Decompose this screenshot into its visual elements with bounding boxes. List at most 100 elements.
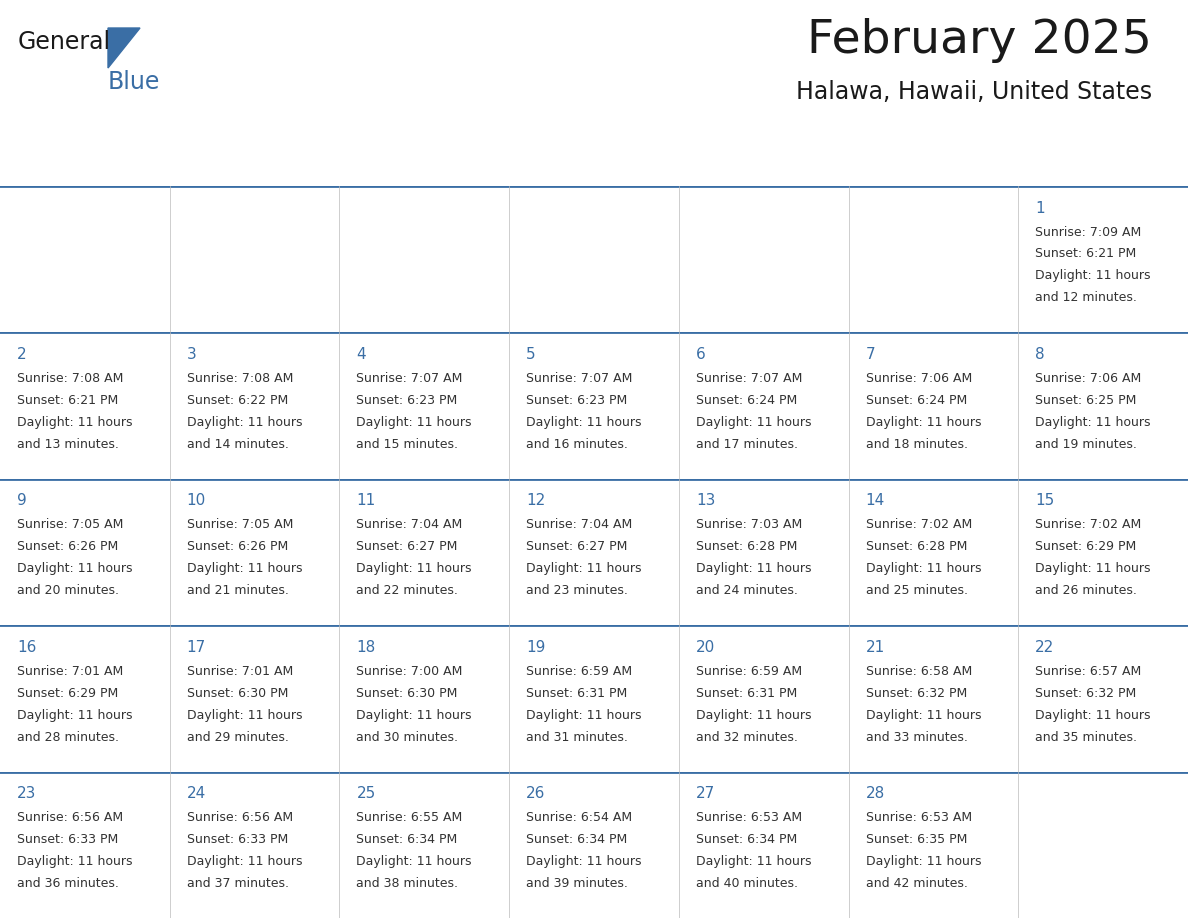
Text: Sunset: 6:34 PM: Sunset: 6:34 PM — [356, 834, 457, 846]
Text: and 42 minutes.: and 42 minutes. — [866, 877, 967, 890]
Text: Sunset: 6:24 PM: Sunset: 6:24 PM — [696, 394, 797, 407]
Text: and 35 minutes.: and 35 minutes. — [1035, 731, 1137, 744]
Text: Sunset: 6:34 PM: Sunset: 6:34 PM — [526, 834, 627, 846]
Text: 12: 12 — [526, 494, 545, 509]
Text: 22: 22 — [1035, 640, 1055, 655]
Text: 5: 5 — [526, 347, 536, 362]
Text: and 18 minutes.: and 18 minutes. — [866, 438, 967, 451]
Text: and 20 minutes.: and 20 minutes. — [17, 584, 119, 598]
Text: Daylight: 11 hours: Daylight: 11 hours — [17, 855, 133, 868]
Text: Sunrise: 7:05 AM: Sunrise: 7:05 AM — [17, 519, 124, 532]
Text: Sunday: Sunday — [20, 157, 89, 175]
Text: Sunrise: 6:58 AM: Sunrise: 6:58 AM — [866, 665, 972, 677]
Text: Sunset: 6:30 PM: Sunset: 6:30 PM — [187, 687, 287, 700]
Text: 19: 19 — [526, 640, 545, 655]
Text: Sunrise: 6:59 AM: Sunrise: 6:59 AM — [696, 665, 802, 677]
Text: 20: 20 — [696, 640, 715, 655]
Text: and 33 minutes.: and 33 minutes. — [866, 731, 967, 744]
Text: and 31 minutes.: and 31 minutes. — [526, 731, 628, 744]
Text: and 19 minutes.: and 19 minutes. — [1035, 438, 1137, 451]
Text: Sunrise: 7:04 AM: Sunrise: 7:04 AM — [356, 519, 462, 532]
Text: Daylight: 11 hours: Daylight: 11 hours — [356, 709, 472, 722]
Text: Monday: Monday — [190, 157, 264, 175]
Text: Sunrise: 7:04 AM: Sunrise: 7:04 AM — [526, 519, 632, 532]
Text: Saturday: Saturday — [1038, 157, 1123, 175]
Text: 6: 6 — [696, 347, 706, 362]
Text: Daylight: 11 hours: Daylight: 11 hours — [866, 562, 981, 576]
Text: Daylight: 11 hours: Daylight: 11 hours — [526, 416, 642, 429]
Text: Sunset: 6:31 PM: Sunset: 6:31 PM — [526, 687, 627, 700]
Text: Sunset: 6:30 PM: Sunset: 6:30 PM — [356, 687, 457, 700]
Text: Daylight: 11 hours: Daylight: 11 hours — [356, 562, 472, 576]
Text: 25: 25 — [356, 786, 375, 801]
Text: 7: 7 — [866, 347, 876, 362]
Text: Daylight: 11 hours: Daylight: 11 hours — [356, 416, 472, 429]
Text: Sunrise: 7:05 AM: Sunrise: 7:05 AM — [187, 519, 293, 532]
Text: Sunrise: 6:53 AM: Sunrise: 6:53 AM — [866, 812, 972, 824]
Text: Daylight: 11 hours: Daylight: 11 hours — [187, 709, 302, 722]
Text: Daylight: 11 hours: Daylight: 11 hours — [1035, 709, 1151, 722]
Text: Daylight: 11 hours: Daylight: 11 hours — [187, 855, 302, 868]
Text: and 25 minutes.: and 25 minutes. — [866, 584, 967, 598]
Text: 11: 11 — [356, 494, 375, 509]
Text: Sunrise: 7:02 AM: Sunrise: 7:02 AM — [866, 519, 972, 532]
Text: Sunset: 6:34 PM: Sunset: 6:34 PM — [696, 834, 797, 846]
Text: Sunset: 6:23 PM: Sunset: 6:23 PM — [526, 394, 627, 407]
Text: and 30 minutes.: and 30 minutes. — [356, 731, 459, 744]
Text: Sunrise: 7:03 AM: Sunrise: 7:03 AM — [696, 519, 802, 532]
Text: Daylight: 11 hours: Daylight: 11 hours — [187, 416, 302, 429]
Text: Sunset: 6:29 PM: Sunset: 6:29 PM — [1035, 541, 1137, 554]
Text: Wednesday: Wednesday — [530, 157, 637, 175]
Text: 16: 16 — [17, 640, 37, 655]
Text: Sunset: 6:33 PM: Sunset: 6:33 PM — [187, 834, 287, 846]
Text: Daylight: 11 hours: Daylight: 11 hours — [17, 416, 133, 429]
Text: Sunrise: 6:56 AM: Sunrise: 6:56 AM — [187, 812, 292, 824]
Text: Daylight: 11 hours: Daylight: 11 hours — [526, 562, 642, 576]
Text: and 28 minutes.: and 28 minutes. — [17, 731, 119, 744]
Text: Sunrise: 7:08 AM: Sunrise: 7:08 AM — [187, 372, 293, 385]
Text: 4: 4 — [356, 347, 366, 362]
Text: 13: 13 — [696, 494, 715, 509]
Text: 27: 27 — [696, 786, 715, 801]
Text: Sunset: 6:31 PM: Sunset: 6:31 PM — [696, 687, 797, 700]
Text: Daylight: 11 hours: Daylight: 11 hours — [526, 855, 642, 868]
Text: Sunrise: 7:06 AM: Sunrise: 7:06 AM — [1035, 372, 1142, 385]
Text: Daylight: 11 hours: Daylight: 11 hours — [696, 416, 811, 429]
Text: and 15 minutes.: and 15 minutes. — [356, 438, 459, 451]
Text: and 39 minutes.: and 39 minutes. — [526, 877, 628, 890]
Text: Daylight: 11 hours: Daylight: 11 hours — [866, 855, 981, 868]
Text: Sunset: 6:26 PM: Sunset: 6:26 PM — [187, 541, 287, 554]
Text: and 36 minutes.: and 36 minutes. — [17, 877, 119, 890]
Text: Sunrise: 7:07 AM: Sunrise: 7:07 AM — [356, 372, 463, 385]
Text: Sunset: 6:22 PM: Sunset: 6:22 PM — [187, 394, 287, 407]
Text: Friday: Friday — [868, 157, 927, 175]
Text: Daylight: 11 hours: Daylight: 11 hours — [866, 709, 981, 722]
Text: and 38 minutes.: and 38 minutes. — [356, 877, 459, 890]
Text: Sunset: 6:35 PM: Sunset: 6:35 PM — [866, 834, 967, 846]
Text: 9: 9 — [17, 494, 26, 509]
Text: and 24 minutes.: and 24 minutes. — [696, 584, 797, 598]
Text: 8: 8 — [1035, 347, 1045, 362]
Text: and 12 minutes.: and 12 minutes. — [1035, 291, 1137, 305]
Text: Sunrise: 6:56 AM: Sunrise: 6:56 AM — [17, 812, 124, 824]
Text: Daylight: 11 hours: Daylight: 11 hours — [696, 562, 811, 576]
Text: Sunrise: 7:00 AM: Sunrise: 7:00 AM — [356, 665, 463, 677]
Text: 24: 24 — [187, 786, 206, 801]
Text: Daylight: 11 hours: Daylight: 11 hours — [1035, 416, 1151, 429]
Text: and 23 minutes.: and 23 minutes. — [526, 584, 628, 598]
Text: Sunrise: 6:55 AM: Sunrise: 6:55 AM — [356, 812, 462, 824]
Text: 15: 15 — [1035, 494, 1055, 509]
Text: Sunset: 6:24 PM: Sunset: 6:24 PM — [866, 394, 967, 407]
Text: Sunrise: 6:53 AM: Sunrise: 6:53 AM — [696, 812, 802, 824]
Text: Sunset: 6:21 PM: Sunset: 6:21 PM — [17, 394, 119, 407]
Text: Sunrise: 7:08 AM: Sunrise: 7:08 AM — [17, 372, 124, 385]
Text: Sunset: 6:33 PM: Sunset: 6:33 PM — [17, 834, 119, 846]
Text: Blue: Blue — [108, 70, 160, 94]
Text: 2: 2 — [17, 347, 26, 362]
Text: Sunrise: 7:01 AM: Sunrise: 7:01 AM — [187, 665, 293, 677]
Text: Sunrise: 7:07 AM: Sunrise: 7:07 AM — [696, 372, 802, 385]
Text: Sunrise: 7:02 AM: Sunrise: 7:02 AM — [1035, 519, 1142, 532]
Text: and 16 minutes.: and 16 minutes. — [526, 438, 628, 451]
Text: and 29 minutes.: and 29 minutes. — [187, 731, 289, 744]
Text: 17: 17 — [187, 640, 206, 655]
